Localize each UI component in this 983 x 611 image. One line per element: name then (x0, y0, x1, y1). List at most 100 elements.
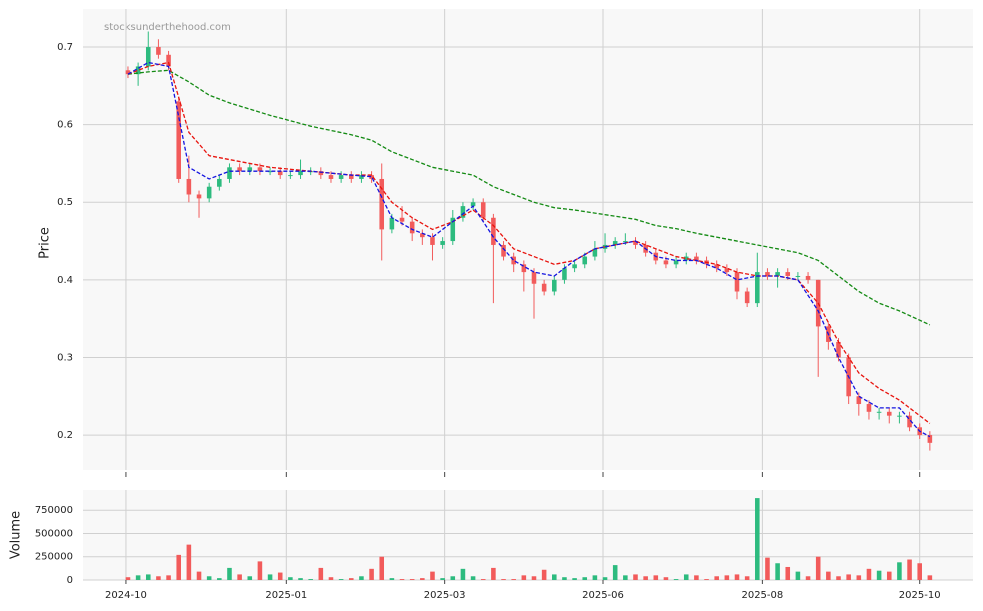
candle-body (876, 411, 882, 413)
candle-body (785, 272, 791, 276)
volume-bar (196, 571, 202, 580)
volume-bar (795, 571, 801, 580)
candle-body (257, 167, 263, 172)
candle-body (897, 415, 902, 417)
volume-bar (673, 579, 679, 580)
volume-bar (572, 578, 577, 580)
volume-bar (785, 566, 791, 580)
volume-bar (460, 568, 466, 580)
candle-body (480, 202, 486, 218)
candle-body (795, 275, 801, 277)
volume-bar (237, 574, 242, 580)
x-tick-label: 2025-06 (582, 590, 624, 601)
candle-body (744, 291, 750, 304)
volume-bar (257, 561, 263, 580)
candle-body (562, 268, 567, 280)
volume-bar (145, 574, 151, 580)
candle-body (521, 264, 527, 273)
volume-bar (927, 575, 933, 580)
volume-bar (755, 498, 760, 580)
candle-body (338, 175, 344, 179)
volume-bar (389, 578, 395, 580)
candle-body (156, 47, 161, 55)
candle-body (714, 264, 719, 269)
candle-body (389, 217, 395, 230)
moving-average (127, 69, 931, 326)
candle-body (552, 279, 557, 292)
candle-body (359, 175, 364, 179)
volume-bar (521, 575, 527, 580)
candle-body (196, 194, 202, 199)
candle-body (450, 217, 456, 242)
volume-bar (328, 577, 334, 580)
volume-bar (409, 579, 415, 580)
candle-body (866, 404, 872, 412)
volume-bar (846, 574, 851, 580)
watermark: stocksunderthehood.com (104, 22, 231, 33)
candle-body (623, 241, 628, 243)
candle-body (663, 260, 669, 265)
volume-bar (562, 577, 567, 580)
candle-body (247, 167, 253, 172)
y-tick-label: 0.2 (57, 430, 73, 441)
volume-bar (399, 579, 405, 580)
x-tick-label: 2025-08 (741, 590, 783, 601)
volume-panel (83, 490, 973, 580)
y-tick-label: 0.4 (57, 275, 73, 286)
candle-body (775, 272, 780, 276)
volume-bar (359, 576, 364, 580)
candle-body (673, 260, 679, 265)
candle-body (541, 283, 547, 292)
candle-body (805, 275, 811, 280)
volume-bar (866, 568, 872, 580)
candle-body (491, 217, 496, 245)
volume-bar (369, 568, 374, 580)
moving-average (127, 61, 931, 424)
candle-body (582, 256, 588, 265)
volume-bar (704, 579, 709, 580)
candle-body (166, 54, 171, 67)
volume-bar (653, 575, 659, 580)
volume-bar (744, 576, 750, 580)
volume-bar (714, 576, 719, 580)
volume-bar (633, 574, 638, 580)
volume-bar (663, 577, 669, 580)
candle-body (683, 256, 689, 261)
candle-body (277, 171, 283, 176)
x-tick-label: 2025-01 (265, 590, 307, 601)
candle-body (186, 178, 192, 195)
volume-bar (480, 579, 486, 580)
candle-body (907, 415, 912, 428)
volume-bar (206, 576, 212, 580)
volume-bar (430, 571, 435, 580)
volume-bar (308, 579, 313, 580)
candle-body (267, 171, 273, 173)
volume-bar (552, 574, 557, 580)
volume-bar (765, 557, 770, 580)
candle-body (409, 221, 415, 234)
volume-bar (897, 562, 902, 580)
candle-body (237, 167, 242, 172)
x-tick-label: 2025-03 (424, 590, 466, 601)
y-tick-label: 0.6 (57, 120, 73, 131)
volume-bar (440, 578, 445, 580)
candle-body (724, 268, 730, 273)
volume-bar (826, 571, 831, 580)
x-tick-label: 2025-10 (899, 590, 941, 601)
volume-bar (217, 578, 222, 580)
volume-bar (186, 544, 192, 580)
volume-bar (734, 574, 740, 580)
candle-body (348, 175, 354, 179)
volume-bar (267, 574, 273, 580)
candle-body (460, 206, 466, 218)
volume-bar (247, 576, 253, 580)
candle-body (734, 272, 740, 292)
volume-bar (917, 563, 922, 580)
volume-bar (805, 576, 811, 580)
candle-body (288, 175, 293, 177)
volume-bar (592, 575, 598, 580)
volume-bar (876, 570, 882, 580)
volume-bar (318, 567, 324, 580)
candle-body (206, 186, 212, 199)
